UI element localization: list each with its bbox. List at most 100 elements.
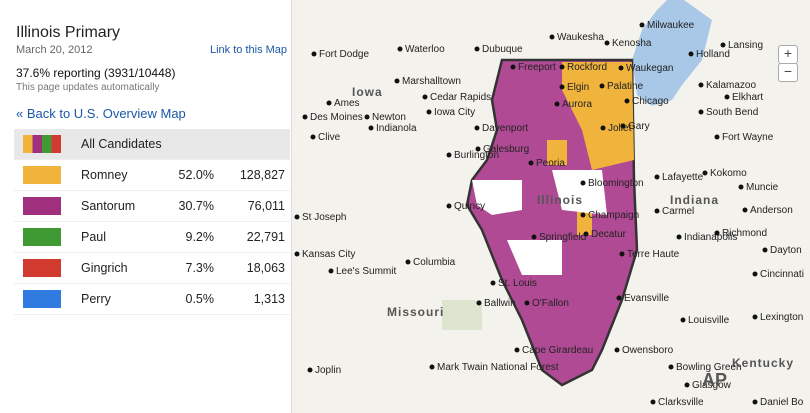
state-iowa: Iowa bbox=[352, 85, 383, 99]
city-label: Waukegan bbox=[626, 63, 673, 74]
city-marker bbox=[326, 100, 332, 106]
city-label: Burlington bbox=[454, 150, 499, 161]
zoom-in-button[interactable]: + bbox=[778, 45, 798, 64]
city-label: Daniel Bo bbox=[760, 397, 804, 408]
city-marker bbox=[422, 94, 428, 100]
city-label: Gary bbox=[628, 121, 650, 132]
city-marker bbox=[762, 247, 768, 253]
auto-update-note: This page updates automatically bbox=[16, 82, 160, 93]
back-to-overview-link[interactable]: « Back to U.S. Overview Map bbox=[16, 106, 186, 121]
city-marker bbox=[742, 207, 748, 213]
city-label: Iowa City bbox=[434, 107, 475, 118]
city-marker bbox=[294, 214, 300, 220]
all-candidates-label: All Candidates bbox=[81, 137, 162, 151]
ap-watermark: AP bbox=[702, 370, 727, 390]
city-label: Decatur bbox=[591, 229, 627, 240]
city-label: Aurora bbox=[562, 99, 592, 110]
city-label: Muncie bbox=[746, 182, 779, 193]
state-indiana: Indiana bbox=[670, 193, 719, 207]
candidate-votes: 76,011 bbox=[247, 199, 285, 213]
city-marker bbox=[676, 234, 682, 240]
city-marker bbox=[528, 160, 534, 166]
city-marker bbox=[429, 364, 435, 370]
reporting-status: 37.6% reporting (3931/10448) bbox=[16, 66, 176, 80]
candidate-color-swatch bbox=[23, 166, 61, 184]
city-marker bbox=[724, 94, 730, 100]
city-label: Waukesha bbox=[557, 32, 604, 43]
city-label: Owensboro bbox=[622, 345, 674, 356]
city-marker bbox=[752, 314, 758, 320]
city-label: Rockford bbox=[567, 62, 607, 73]
city-marker bbox=[668, 364, 674, 370]
city-marker bbox=[624, 98, 630, 104]
city-label: St Joseph bbox=[302, 212, 346, 223]
city-marker bbox=[684, 382, 690, 388]
city-label: Anderson bbox=[750, 205, 793, 216]
candidate-row-romney[interactable]: Romney 52.0% 128,827 bbox=[14, 160, 290, 191]
city-marker bbox=[426, 109, 432, 115]
city-marker bbox=[580, 212, 586, 218]
map-view[interactable]: Milwaukee Waukesha Kenosha Lansing Holland Du… bbox=[292, 0, 810, 413]
candidate-row-santorum[interactable]: Santorum 30.7% 76,011 bbox=[14, 191, 290, 222]
city-label: Champaign bbox=[588, 210, 639, 221]
city-label: South Bend bbox=[706, 107, 758, 118]
city-label: Bloomington bbox=[588, 178, 644, 189]
zoom-out-button[interactable]: − bbox=[778, 63, 798, 82]
candidate-name: Paul bbox=[81, 230, 107, 244]
candidate-row-gingrich[interactable]: Gingrich 7.3% 18,063 bbox=[14, 253, 290, 284]
city-marker bbox=[302, 114, 308, 120]
city-marker bbox=[599, 83, 605, 89]
candidate-name: Gingrich bbox=[81, 261, 128, 275]
city-marker bbox=[600, 125, 606, 131]
city-marker bbox=[510, 64, 516, 70]
candidate-percent: 0.5% bbox=[185, 292, 215, 306]
candidate-votes: 1,313 bbox=[253, 292, 285, 306]
city-marker bbox=[639, 22, 645, 28]
lake-michigan bbox=[632, 0, 712, 106]
candidate-color-swatch bbox=[23, 228, 61, 246]
candidate-row-paul[interactable]: Paul 9.2% 22,791 bbox=[14, 222, 290, 253]
city-label: Elkhart bbox=[732, 92, 763, 103]
city-marker bbox=[310, 134, 316, 140]
city-label: Quincy bbox=[454, 201, 485, 212]
city-label: Kokomo bbox=[710, 168, 747, 179]
candidate-name: Romney bbox=[81, 168, 128, 182]
city-marker bbox=[583, 231, 589, 237]
city-label: Mark Twain National Forest bbox=[437, 362, 559, 373]
all-candidates-swatch bbox=[23, 135, 61, 153]
candidate-percent: 30.7% bbox=[178, 199, 214, 213]
city-marker bbox=[405, 259, 411, 265]
city-marker bbox=[720, 42, 726, 48]
city-label: Terre Haute bbox=[627, 249, 680, 260]
city-label: Kenosha bbox=[612, 38, 652, 49]
city-label: Evansville bbox=[624, 293, 669, 304]
city-label: O'Fallon bbox=[532, 298, 569, 309]
state-missouri: Missouri bbox=[387, 305, 444, 319]
link-to-map[interactable]: Link to this Map bbox=[210, 44, 288, 56]
other-counties bbox=[472, 170, 607, 275]
city-label: Clarksville bbox=[658, 397, 704, 408]
city-marker bbox=[394, 78, 400, 84]
city-marker bbox=[328, 268, 334, 274]
city-label: Joliet bbox=[608, 123, 632, 134]
page-title: Illinois Primary bbox=[16, 24, 121, 41]
city-marker bbox=[397, 46, 403, 52]
all-candidates-row[interactable]: All Candidates bbox=[14, 129, 290, 160]
state-kentucky: Kentucky bbox=[732, 356, 794, 370]
city-label: Indianola bbox=[376, 123, 417, 134]
city-label: Indianapolis bbox=[684, 232, 737, 243]
city-marker bbox=[549, 34, 555, 40]
city-label: Lexington bbox=[760, 312, 803, 323]
city-marker bbox=[524, 300, 530, 306]
city-label: Elgin bbox=[567, 82, 589, 93]
city-marker bbox=[752, 271, 758, 277]
city-marker bbox=[752, 399, 758, 405]
city-label: Kalamazoo bbox=[706, 80, 756, 91]
candidate-name: Santorum bbox=[81, 199, 136, 213]
city-marker bbox=[474, 46, 480, 52]
candidate-row-perry[interactable]: Perry 0.5% 1,313 bbox=[14, 284, 290, 315]
city-label: Lafayette bbox=[662, 172, 704, 183]
city-label: Bowling Green bbox=[676, 362, 742, 373]
city-label: St. Louis bbox=[498, 278, 537, 289]
city-marker bbox=[554, 101, 560, 107]
